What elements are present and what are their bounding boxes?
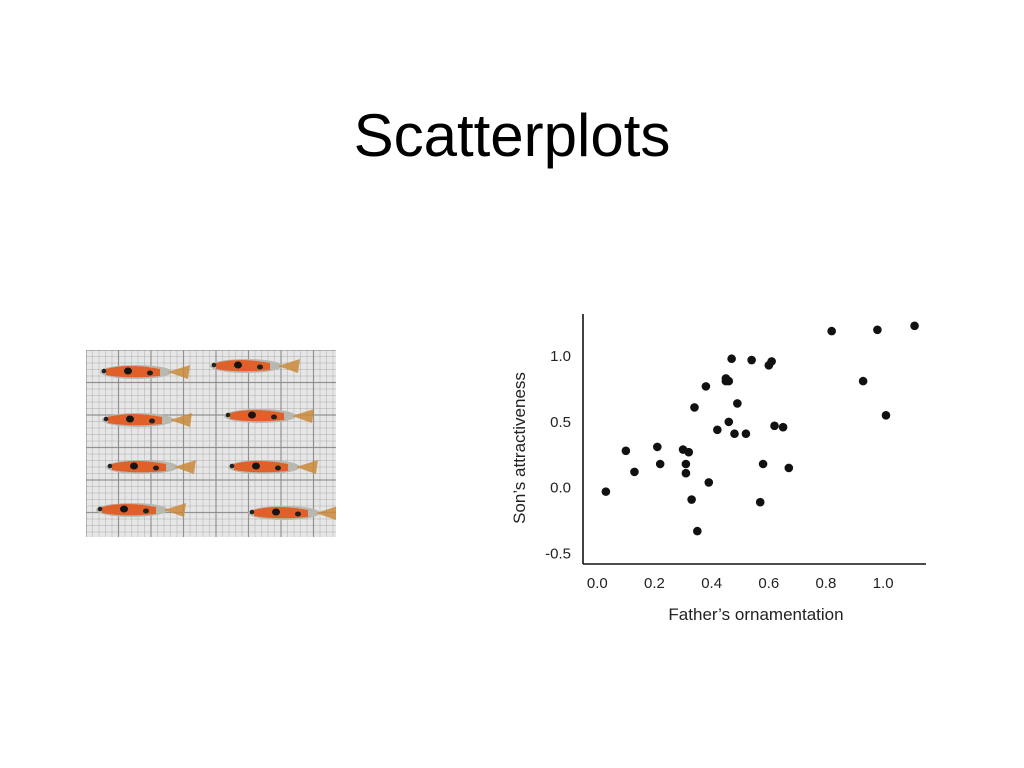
data-point [881,411,891,420]
y-ticks: -0.5 0.0 0.5 1.0 [545,348,571,562]
x-tick-label: 0.0 [587,575,608,592]
guppy-photo-image [86,350,336,537]
data-point [727,354,736,364]
data-point [784,463,794,473]
chart-axes [582,314,926,565]
data-point [630,467,639,477]
data-point [827,326,836,336]
y-tick-label: 1.0 [550,348,571,365]
data-point [770,421,779,431]
scatter-chart: 0.0 0.2 0.4 0.6 0.8 1.0 -0.5 0.0 0.5 1.0 Father’… [500,300,940,640]
data-point [755,497,765,507]
data-point [858,376,868,386]
data-point [758,459,768,469]
data-point [741,429,751,439]
x-tick-label: 0.2 [644,575,665,592]
y-axis-label: Son’s attractiveness [510,372,529,524]
data-point [873,325,882,335]
guppy-photo [86,350,336,537]
x-axis-label: Father’s ornamentation [668,605,843,624]
guppy-fish [228,460,318,474]
x-tick-label: 0.6 [758,575,779,592]
data-point [690,403,699,412]
guppy-fish [106,460,196,474]
data-point [701,382,711,391]
data-point [681,468,691,478]
data-point [655,459,665,469]
guppy-fish [102,413,192,427]
x-tick-label: 1.0 [873,575,894,592]
data-point [653,442,662,452]
guppy-fish [100,365,190,379]
data-point [687,495,696,504]
data-point [681,459,691,469]
x-tick-label: 0.8 [816,575,837,592]
data-point [704,478,714,487]
guppy-fish [248,506,336,520]
slide-title: Scatterplots [353,102,671,169]
x-tick-label: 0.4 [701,575,722,592]
y-tick-label: 0.5 [550,414,571,431]
data-point [724,417,734,427]
grid-lines [86,350,336,537]
guppy-fish [224,409,314,423]
scatter-chart-svg: 0.0 0.2 0.4 0.6 0.8 1.0 -0.5 0.0 0.5 1.0 Father’… [510,314,926,624]
y-tick-label: 0.0 [550,480,571,497]
data-point [778,422,788,432]
data-point [733,399,742,408]
data-point [730,429,739,439]
data-point [747,355,756,365]
data-point [767,357,776,366]
data-point [910,321,919,331]
guppy-fish [96,503,186,517]
y-tick-label: -0.5 [545,545,571,562]
data-point [621,446,631,456]
x-ticks: 0.0 0.2 0.4 0.6 0.8 1.0 [587,575,894,592]
data-point [713,425,722,435]
data-point [724,376,734,386]
data-point [601,487,611,496]
data-point [684,447,694,457]
data-point [693,526,702,536]
guppy-fish [210,359,300,373]
data-points [601,321,919,536]
